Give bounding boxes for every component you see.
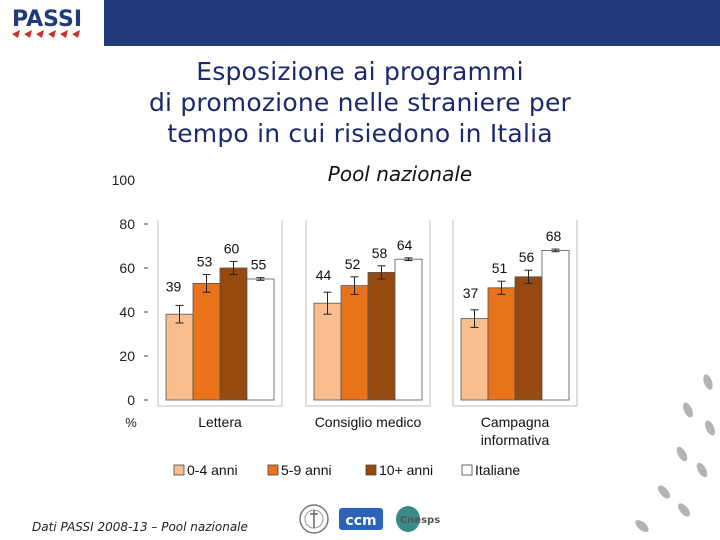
category-label: Campagna <box>481 414 550 430</box>
bar <box>246 278 275 401</box>
ccm-logo: ccm <box>339 508 383 530</box>
data-label: 44 <box>316 267 332 283</box>
header-blue-band <box>104 0 720 46</box>
bar <box>460 318 489 401</box>
partner-seal-logo <box>299 504 329 534</box>
data-label: 68 <box>546 228 562 244</box>
data-label: 55 <box>251 257 267 273</box>
y-tick-label: 80 <box>119 216 135 232</box>
footer-source: Dati PASSI 2008-13 – Pool nazionale <box>32 520 248 534</box>
y-tick-label: 20 <box>119 348 135 364</box>
legend-label: 0-4 anni <box>187 462 238 478</box>
data-label: 56 <box>519 249 535 265</box>
legend-swatch <box>461 464 473 476</box>
category-label: informativa <box>481 432 550 448</box>
bar <box>487 287 516 401</box>
bar <box>313 302 342 401</box>
bar <box>367 271 396 401</box>
y-tick-label: 60 <box>119 260 135 276</box>
data-label: 53 <box>197 254 213 270</box>
category-frame <box>452 219 578 407</box>
data-label: 58 <box>372 245 388 261</box>
category-label: Consiglio medico <box>315 414 422 430</box>
bar <box>340 285 369 401</box>
bar <box>541 249 570 401</box>
title-line-1: Esposizione ai programmi <box>196 57 524 86</box>
passi-logo-text: PASSI <box>12 7 82 32</box>
passi-logo: PASSI <box>12 7 82 38</box>
bar <box>165 313 194 401</box>
bar <box>514 276 543 401</box>
legend-label: 10+ anni <box>379 462 433 478</box>
header-bar: PASSI <box>0 0 720 46</box>
category-label: Lettera <box>198 414 242 430</box>
page-title: Esposizione ai programmi di promozione n… <box>60 56 660 149</box>
cnesps-logo-text: Cnesps <box>400 515 440 526</box>
ccm-logo-text: ccm <box>345 513 376 529</box>
y-axis-label: % <box>125 415 137 430</box>
bar <box>394 258 423 401</box>
footprints-decoration <box>635 374 715 532</box>
y-tick-label: 40 <box>119 304 135 320</box>
data-label: 64 <box>397 237 413 253</box>
legend-swatch <box>173 464 185 476</box>
title-line-2: di promozione nelle straniere per <box>148 88 572 117</box>
category-frame <box>157 219 283 407</box>
data-label: 37 <box>463 285 479 301</box>
legend-swatch <box>267 464 279 476</box>
bar <box>219 267 248 401</box>
chart-subtitle: Pool nazionale <box>327 162 473 186</box>
bar <box>192 282 221 401</box>
y-tick-label: 0 <box>127 392 135 408</box>
data-label: 60 <box>224 240 240 256</box>
cnesps-logo: Cnesps <box>396 506 440 532</box>
legend-swatch <box>365 464 377 476</box>
passi-logo-marks <box>12 30 80 38</box>
data-label: 51 <box>492 260 508 276</box>
y-tick-label: 100 <box>112 172 136 188</box>
data-label: 52 <box>345 256 361 272</box>
legend-label: 5-9 anni <box>281 462 332 478</box>
title-line-3: tempo in cui risiedono in Italia <box>167 119 553 148</box>
legend-label: Italiane <box>475 462 520 478</box>
data-label: 39 <box>166 278 182 294</box>
category-frame <box>305 219 431 407</box>
logo-area <box>0 0 104 46</box>
